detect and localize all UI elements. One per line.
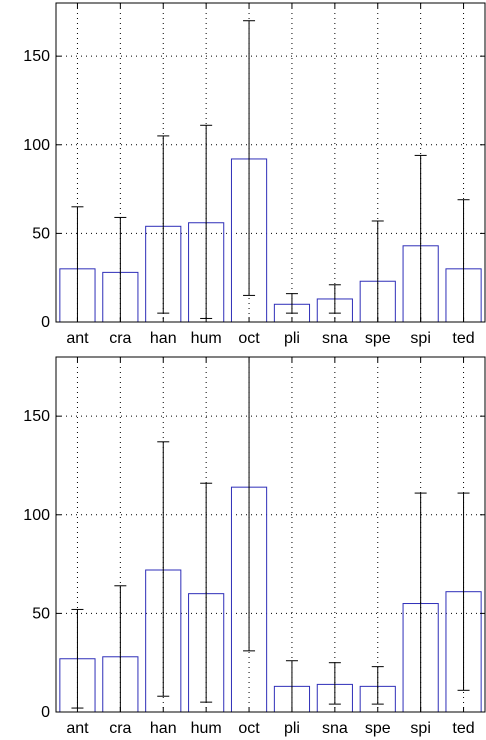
x-tick-label-spe: spe — [365, 330, 391, 347]
x-tick-label-pli: pli — [284, 330, 300, 347]
x-tick-label-han: han — [150, 330, 177, 347]
y-tick-label: 100 — [23, 137, 50, 154]
axes-frame — [55, 2, 486, 323]
x-tick-label-spe: spe — [365, 720, 391, 737]
y-tick-label: 0 — [41, 704, 50, 721]
y-tick-label: 100 — [23, 507, 50, 524]
x-tick-label-ant: ant — [66, 720, 89, 737]
y-tick-label: 50 — [32, 225, 50, 242]
y-tick-label: 150 — [23, 408, 50, 425]
chart-panel-1: 0 50 100 150 ant cra han hum oct pli sna spe spi ted — [23, 2, 486, 347]
x-tick-label-hum: hum — [191, 720, 222, 737]
x-tick-label-oct: oct — [238, 330, 260, 347]
x-tick-label-ant: ant — [66, 330, 89, 347]
y-tick-label: 0 — [41, 314, 50, 331]
x-tick-label-hum: hum — [191, 330, 222, 347]
x-tick-label-sna: sna — [322, 330, 348, 347]
y-tick-label: 150 — [23, 48, 50, 65]
x-tick-label-sna: sna — [322, 720, 348, 737]
x-tick-label-cra: cra — [109, 720, 131, 737]
x-tick-label-ted: ted — [452, 330, 474, 347]
chart-panel-2: 0 50 100 150 ant cra han hum oct pli sna spe spi ted — [23, 356, 486, 737]
x-tick-label-cra: cra — [109, 330, 131, 347]
y-tick-label: 50 — [32, 605, 50, 622]
x-tick-label-spi: spi — [410, 330, 430, 347]
axes-frame — [55, 356, 486, 713]
x-tick-label-han: han — [150, 720, 177, 737]
x-tick-label-spi: spi — [410, 720, 430, 737]
x-tick-label-pli: pli — [284, 720, 300, 737]
x-tick-label-oct: oct — [238, 720, 260, 737]
x-tick-label-ted: ted — [452, 720, 474, 737]
